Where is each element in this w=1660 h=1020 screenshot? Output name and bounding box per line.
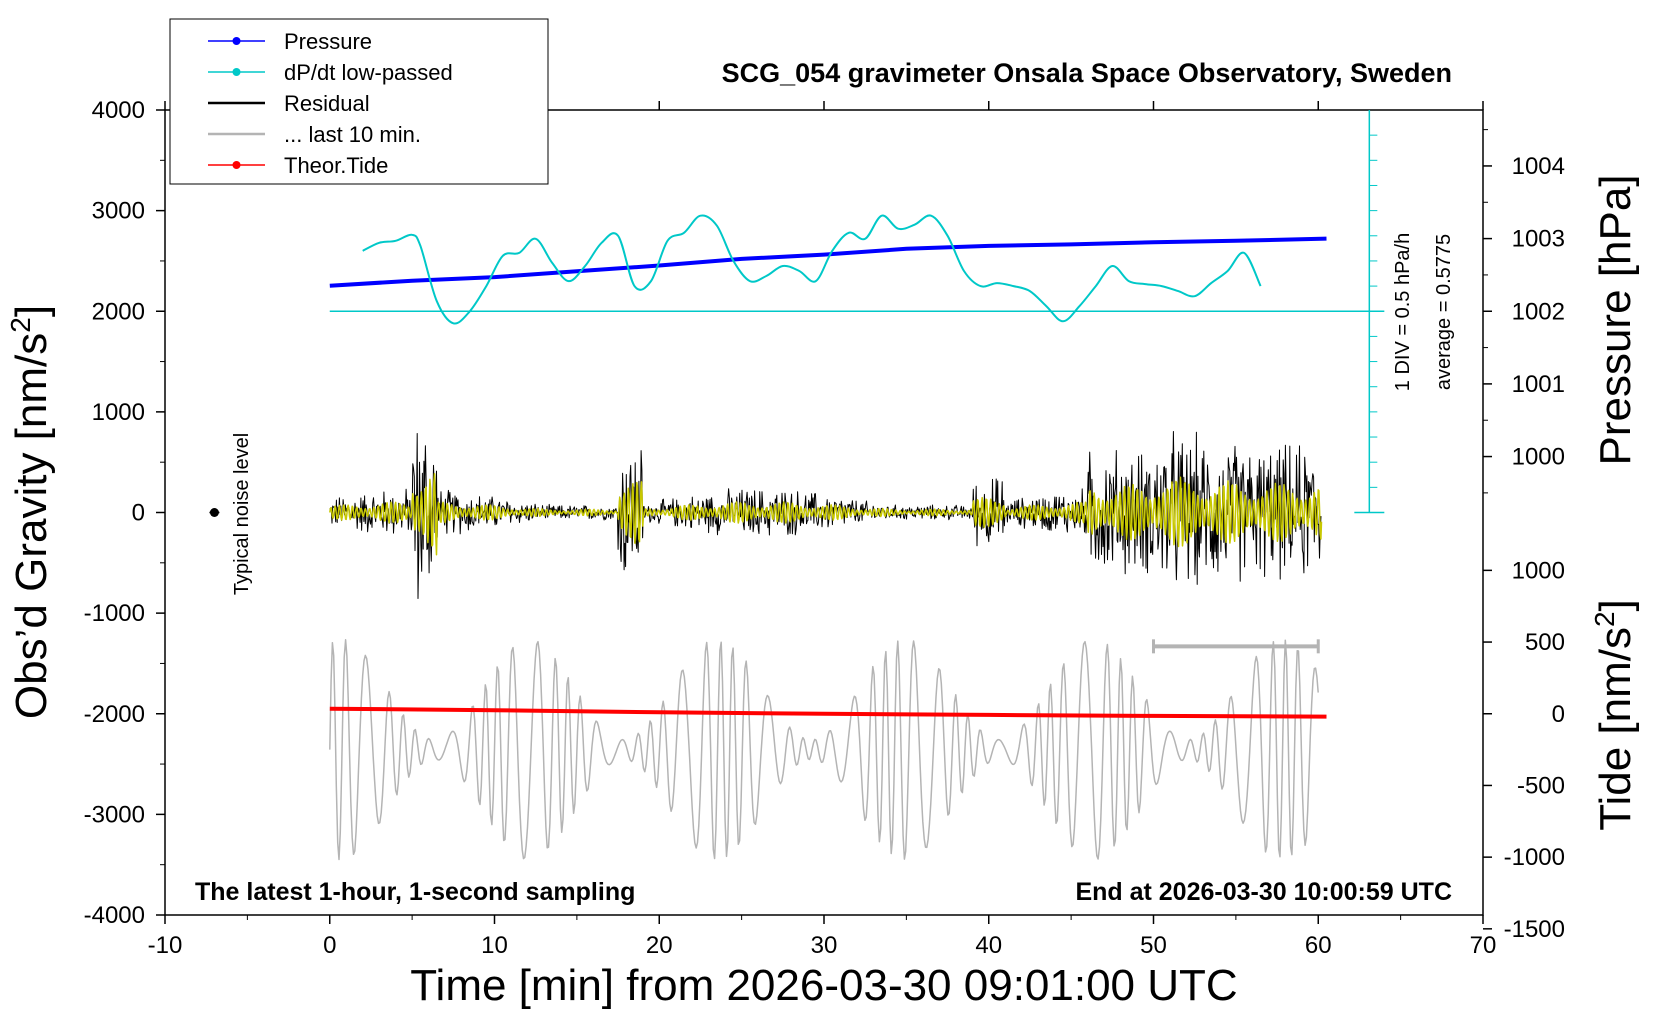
x-tick-label: 0 (323, 932, 336, 959)
y-tick-label-gravity: -4000 (84, 902, 145, 929)
series-line-pressure (329, 236, 1327, 288)
legend-label-last-10-min: ... last 10 min. (284, 122, 421, 147)
y-tick-label-tide: -1500 (1504, 916, 1565, 943)
x-tick-label: 50 (1140, 932, 1167, 959)
annotation-scale-div: 1 DIV = 0.5 hPa/h (1392, 233, 1414, 391)
series-line-dp-dt-low-passed (362, 214, 1262, 325)
x-tick-label: 60 (1305, 932, 1332, 959)
x-tick-label: 20 (646, 932, 673, 959)
y-tick-label-gravity: 1000 (92, 399, 145, 426)
y-tick-label-pressure: 1000 (1512, 444, 1565, 471)
chart-title: SCG_054 gravimeter Onsala Space Observat… (722, 58, 1452, 88)
x-tick-label: 30 (811, 932, 838, 959)
annotation-noise-level: Typical noise level (231, 433, 253, 595)
y-tick-label-gravity: -3000 (84, 801, 145, 828)
y-axis-title-gravity: Obs’d Gravity [nm/s2] (5, 305, 56, 719)
x-tick-label: 40 (975, 932, 1002, 959)
y-tick-label-tide: 500 (1525, 629, 1565, 656)
legend-label-dp-dt-low-passed: dP/dt low-passed (284, 60, 453, 85)
noise-level-marker (209, 508, 219, 517)
y-tick-label-gravity: 2000 (92, 298, 145, 325)
y-axis-title-pressure: Pressure [hPa] (1591, 174, 1640, 465)
y-tick-label-gravity: -2000 (84, 701, 145, 728)
legend-label-theor-tide: Theor.Tide (284, 153, 388, 178)
y-axis-title-tide: Tide [nm/s2] (1589, 599, 1640, 831)
y-tick-label-gravity: 3000 (92, 198, 145, 225)
chart-extras (209, 508, 1320, 654)
legend-label-pressure: Pressure (284, 29, 372, 54)
y-tick-label-pressure: 1003 (1512, 226, 1565, 253)
y-tick-label-tide: -1000 (1504, 844, 1565, 871)
annotation-sampling: The latest 1-hour, 1-second sampling (195, 878, 635, 906)
x-tick-label: 10 (481, 932, 508, 959)
y-tick-label-tide: -500 (1517, 772, 1565, 799)
legend-marker-dp-dt-low-passed (232, 68, 241, 76)
data-series (329, 214, 1327, 861)
legend-box (169, 18, 549, 185)
series-line-last-10-min (329, 639, 1319, 861)
dpdt-scale-bar (329, 110, 1385, 514)
x-axis-title: Time [min] from 2026-03-30 09:01:00 UTC (410, 961, 1237, 1010)
legend: Pressure dP/dt low-passed Residual ... last… (169, 18, 549, 185)
y-tick-label-gravity: 4000 (92, 97, 145, 124)
series-line-residual-filtered (329, 473, 1323, 556)
legend-label-residual: Residual (284, 91, 370, 116)
axis-ticks: -10 0 10 20 30 40 50 60 70 -4000 -3000 -2000 -1000 0 1… (84, 97, 1565, 959)
y-tick-label-tide: 0 (1552, 701, 1565, 728)
annotation-end-time: End at 2026-03-30 10:00:59 UTC (1075, 878, 1452, 906)
y-tick-label-gravity: 0 (132, 500, 145, 527)
annotation-scale-average: average = 0.5775 (1433, 234, 1455, 390)
y-tick-label-gravity: -1000 (84, 600, 145, 627)
x-tick-label: -10 (148, 932, 183, 959)
y-tick-label-pressure: 1002 (1512, 298, 1565, 325)
x-tick-label: 70 (1470, 932, 1497, 959)
y-tick-label-tide: 1000 (1512, 557, 1565, 584)
legend-marker-theor-tide (232, 161, 241, 169)
y-tick-label-pressure: 1001 (1512, 371, 1565, 398)
y-tick-label-pressure: 1004 (1512, 153, 1565, 180)
legend-marker-pressure (232, 37, 241, 45)
series-line-theor-tide (329, 706, 1327, 719)
